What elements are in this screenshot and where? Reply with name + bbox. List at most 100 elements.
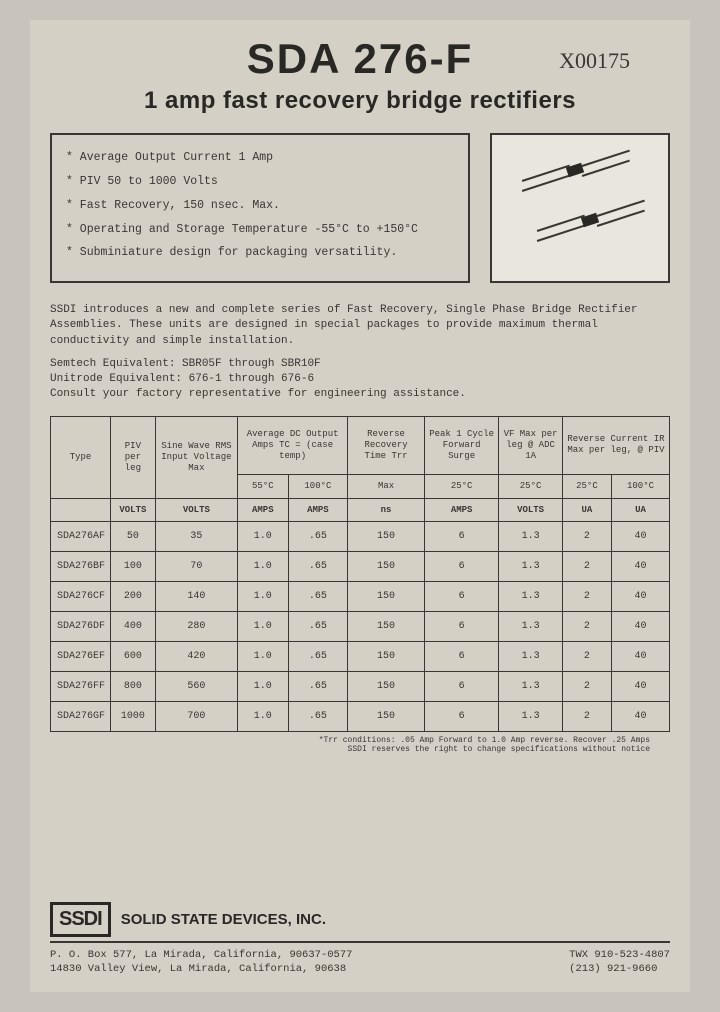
table-cell: 280 [155, 611, 237, 641]
equiv-line: Unitrode Equivalent: 676-1 through 676-6 [50, 372, 670, 387]
table-cell: 2 [562, 641, 611, 671]
col-avgdc: Average DC Output Amps TC = (case temp) [238, 416, 348, 474]
table-row: SDA276BF100701.0.6515061.3240 [51, 551, 670, 581]
feature-item: * Fast Recovery, 150 nsec. Max. [66, 195, 454, 217]
sub-25: 25°C [499, 474, 563, 498]
table-cell: 100 [111, 551, 156, 581]
table-header-row: Type PIV per leg Sine Wave RMS Input Vol… [51, 416, 670, 474]
table-cell: 700 [155, 701, 237, 731]
equiv-line: Semtech Equivalent: SBR05F through SBR10… [50, 357, 670, 372]
addr-line: 14830 Valley View, La Mirada, California… [50, 962, 352, 977]
table-cell: 420 [155, 641, 237, 671]
sub-25: 25°C [562, 474, 611, 498]
table-cell: 40 [612, 671, 670, 701]
col-trr: Reverse Recovery Time Trr [348, 416, 425, 474]
table-cell: 2 [562, 671, 611, 701]
table-cell: 560 [155, 671, 237, 701]
part-number: SDA 276-F [247, 35, 474, 83]
col-vf: VF Max per leg @ ADC 1A [499, 416, 563, 474]
table-cell: 1.0 [238, 701, 289, 731]
table-cell: 1.0 [238, 671, 289, 701]
footer-address: P. O. Box 577, La Mirada, California, 90… [50, 948, 670, 977]
table-cell: SDA276AF [51, 521, 111, 551]
table-cell: SDA276CF [51, 581, 111, 611]
table-row: SDA276AF50351.0.6515061.3240 [51, 521, 670, 551]
logo: SSDI [50, 902, 111, 937]
table-cell: 35 [155, 521, 237, 551]
feature-row: * Average Output Current 1 Amp * PIV 50 … [50, 133, 670, 283]
company-name: SOLID STATE DEVICES, INC. [121, 911, 326, 928]
table-cell: SDA276GF [51, 701, 111, 731]
twx: TWX 910-523-4807 [569, 948, 670, 963]
table-cell: .65 [288, 551, 348, 581]
table-cell: 1.3 [499, 641, 563, 671]
table-cell: .65 [288, 671, 348, 701]
table-cell: 6 [424, 701, 498, 731]
table-cell: 1.0 [238, 611, 289, 641]
sub-55: 55°C [238, 474, 289, 498]
col-rms: Sine Wave RMS Input Voltage Max [155, 416, 237, 498]
table-cell: .65 [288, 581, 348, 611]
table-cell: 150 [348, 611, 425, 641]
table-cell: .65 [288, 611, 348, 641]
table-cell: 2 [562, 701, 611, 731]
table-cell: 70 [155, 551, 237, 581]
table-cell: 1.0 [238, 641, 289, 671]
table-cell: 200 [111, 581, 156, 611]
table-cell: 1.0 [238, 521, 289, 551]
sub-25: 25°C [424, 474, 498, 498]
col-type: Type [51, 416, 111, 498]
table-cell: 6 [424, 611, 498, 641]
footer-top: SSDI SOLID STATE DEVICES, INC. [50, 902, 670, 943]
table-cell: 150 [348, 521, 425, 551]
table-cell: 150 [348, 551, 425, 581]
note-line: SSDI reserves the right to change specif… [50, 745, 650, 755]
component-image [490, 133, 670, 283]
feature-item: * PIV 50 to 1000 Volts [66, 171, 454, 193]
equivalents: Semtech Equivalent: SBR05F through SBR10… [50, 357, 670, 402]
phone: (213) 921-9660 [569, 962, 670, 977]
table-row: SDA276FF8005601.0.6515061.3240 [51, 671, 670, 701]
table-cell: 1.3 [499, 581, 563, 611]
table-cell: .65 [288, 521, 348, 551]
col-piv: PIV per leg [111, 416, 156, 498]
table-cell: 1000 [111, 701, 156, 731]
table-cell: 40 [612, 611, 670, 641]
table-cell: SDA276DF [51, 611, 111, 641]
table-cell: 50 [111, 521, 156, 551]
equiv-line: Consult your factory representative for … [50, 387, 670, 402]
table-cell: 6 [424, 521, 498, 551]
table-cell: 1.3 [499, 671, 563, 701]
table-cell: 1.0 [238, 551, 289, 581]
table-cell: 2 [562, 551, 611, 581]
table-cell: 150 [348, 701, 425, 731]
sub-max: Max [348, 474, 425, 498]
table-cell: SDA276EF [51, 641, 111, 671]
table-cell: 2 [562, 521, 611, 551]
col-ir: Reverse Current IR Max per leg, @ PIV [562, 416, 669, 474]
table-cell: 1.3 [499, 521, 563, 551]
table-row: SDA276GF10007001.0.6515061.3240 [51, 701, 670, 731]
table-cell: 140 [155, 581, 237, 611]
table-note: *Trr conditions: .05 Amp Forward to 1.0 … [50, 736, 670, 755]
addr-line: P. O. Box 577, La Mirada, California, 90… [50, 948, 352, 963]
handwritten-code: X00175 [559, 48, 630, 74]
table-cell: .65 [288, 641, 348, 671]
sub-100: 100°C [288, 474, 348, 498]
table-row: SDA276EF6004201.0.6515061.3240 [51, 641, 670, 671]
table-cell: 150 [348, 671, 425, 701]
table-cell: 1.3 [499, 611, 563, 641]
table-cell: 800 [111, 671, 156, 701]
table-cell: 6 [424, 641, 498, 671]
table-cell: .65 [288, 701, 348, 731]
addr-right: TWX 910-523-4807 (213) 921-9660 [569, 948, 670, 977]
table-cell: 6 [424, 551, 498, 581]
table-cell: 400 [111, 611, 156, 641]
table-cell: 2 [562, 611, 611, 641]
table-cell: 2 [562, 581, 611, 611]
feature-item: * Subminiature design for packaging vers… [66, 242, 454, 264]
intro-p1: SSDI introduces a new and complete serie… [50, 303, 670, 349]
table-cell: 1.0 [238, 581, 289, 611]
table-cell: 1.3 [499, 701, 563, 731]
addr-left: P. O. Box 577, La Mirada, California, 90… [50, 948, 352, 977]
